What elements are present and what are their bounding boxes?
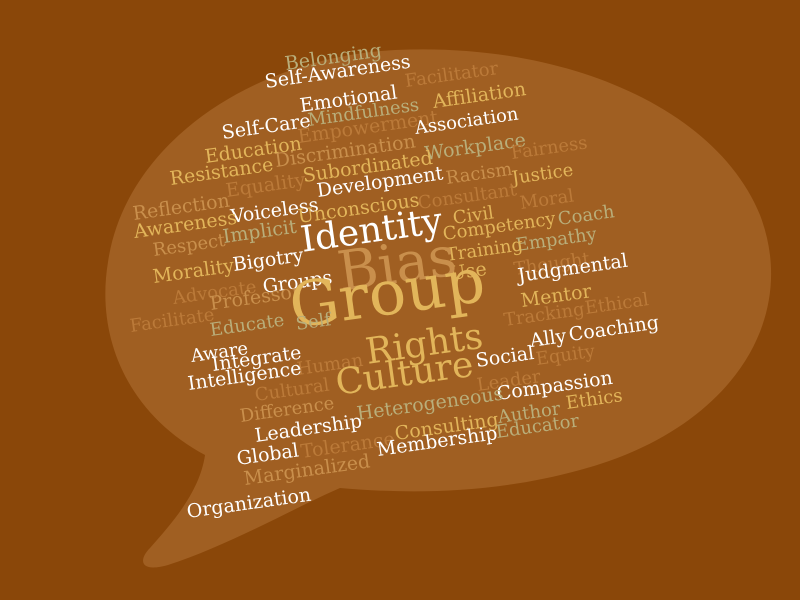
word-organization: Organization (185, 483, 313, 523)
word-self: Self (294, 309, 333, 335)
word-ethics: Ethics (564, 385, 624, 414)
word-justice: Justice (510, 159, 575, 189)
speech-bubble-path (105, 49, 772, 568)
word-educate: Educate (208, 309, 286, 341)
word-facilitate: Facilitate (128, 304, 216, 337)
word-equity: Equity (534, 340, 597, 370)
